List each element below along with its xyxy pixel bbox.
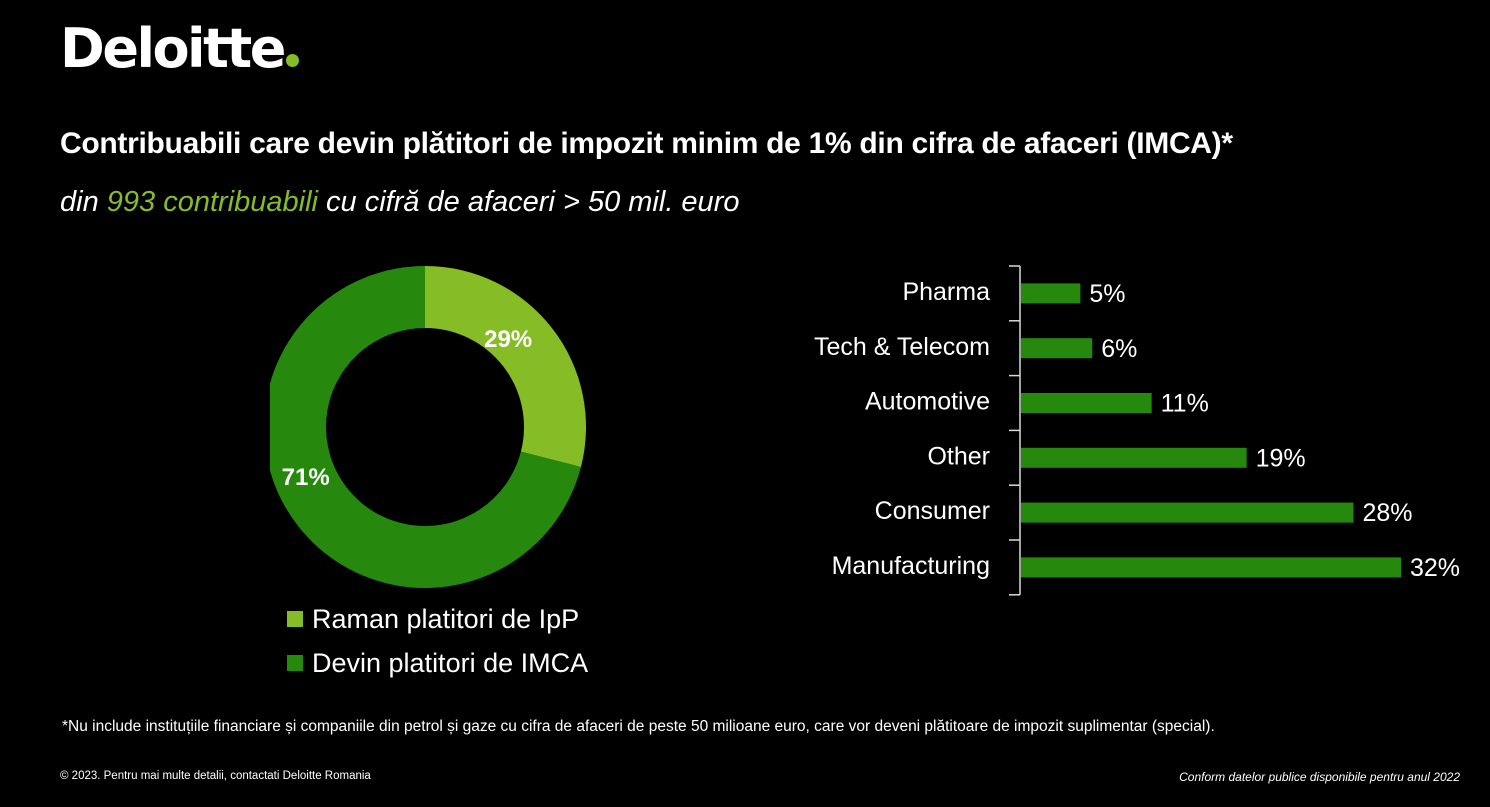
category-label: Automotive bbox=[865, 388, 990, 416]
donut-chart: 29% 71% bbox=[270, 266, 586, 588]
source-note: Conform datelor publice disponibile pent… bbox=[1179, 770, 1460, 784]
page-subtitle: din 993 contribuabili cu cifră de afacer… bbox=[60, 186, 739, 219]
category-label: Consumer bbox=[875, 497, 990, 525]
deloitte-logo: Deloitte bbox=[60, 22, 299, 76]
bar-value-label: 19% bbox=[1256, 444, 1306, 472]
category-label: Tech & Telecom bbox=[814, 333, 990, 361]
footnote: *Nu include instituțiile financiare și c… bbox=[62, 718, 1215, 735]
subtitle-highlight: 993 contribuabili bbox=[106, 186, 318, 218]
legend-swatch-imca bbox=[287, 655, 303, 671]
bar bbox=[1021, 393, 1152, 413]
legend-swatch-ipp bbox=[287, 611, 303, 627]
sector-bar-chart: Pharma 5% Tech & Telecom 6% Automotive 11% Oth… bbox=[814, 265, 1460, 596]
bar-value-label: 32% bbox=[1410, 554, 1460, 582]
legend-label: Devin platitori de IMCA bbox=[312, 647, 589, 678]
bar bbox=[1021, 283, 1081, 304]
subtitle-suffix: cu cifră de afaceri > 50 mil. euro bbox=[317, 186, 740, 218]
legend-item: Raman platitori de IpP bbox=[287, 597, 588, 641]
donut-slice-ipp bbox=[425, 266, 586, 468]
donut-data-label: 71% bbox=[282, 464, 330, 491]
page-title: Contribuabili care devin plătitori de im… bbox=[60, 127, 1233, 160]
subtitle-prefix: din bbox=[60, 186, 107, 218]
donut-legend: Raman platitori de IpP Devin platitori d… bbox=[287, 597, 588, 685]
copyright: © 2023. Pentru mai multe detalii, contac… bbox=[60, 770, 371, 782]
logo-dot-icon bbox=[285, 54, 299, 67]
bar bbox=[1021, 447, 1247, 468]
bar-value-label: 5% bbox=[1089, 280, 1125, 308]
legend-item: Devin platitori de IMCA bbox=[287, 641, 588, 685]
category-label: Pharma bbox=[902, 278, 990, 306]
donut-slice-imca bbox=[270, 266, 581, 588]
bar-value-label: 28% bbox=[1363, 499, 1413, 527]
bar bbox=[1021, 338, 1093, 359]
category-label: Manufacturing bbox=[832, 552, 990, 580]
bar-value-label: 11% bbox=[1161, 390, 1209, 418]
bar-value-label: 6% bbox=[1101, 335, 1137, 363]
bar bbox=[1021, 557, 1401, 578]
logo-text: Deloitte bbox=[60, 17, 286, 80]
bar bbox=[1021, 502, 1354, 523]
legend-label: Raman platitori de IpP bbox=[312, 603, 580, 634]
category-label: Other bbox=[927, 442, 990, 470]
donut-data-label: 29% bbox=[484, 326, 532, 353]
